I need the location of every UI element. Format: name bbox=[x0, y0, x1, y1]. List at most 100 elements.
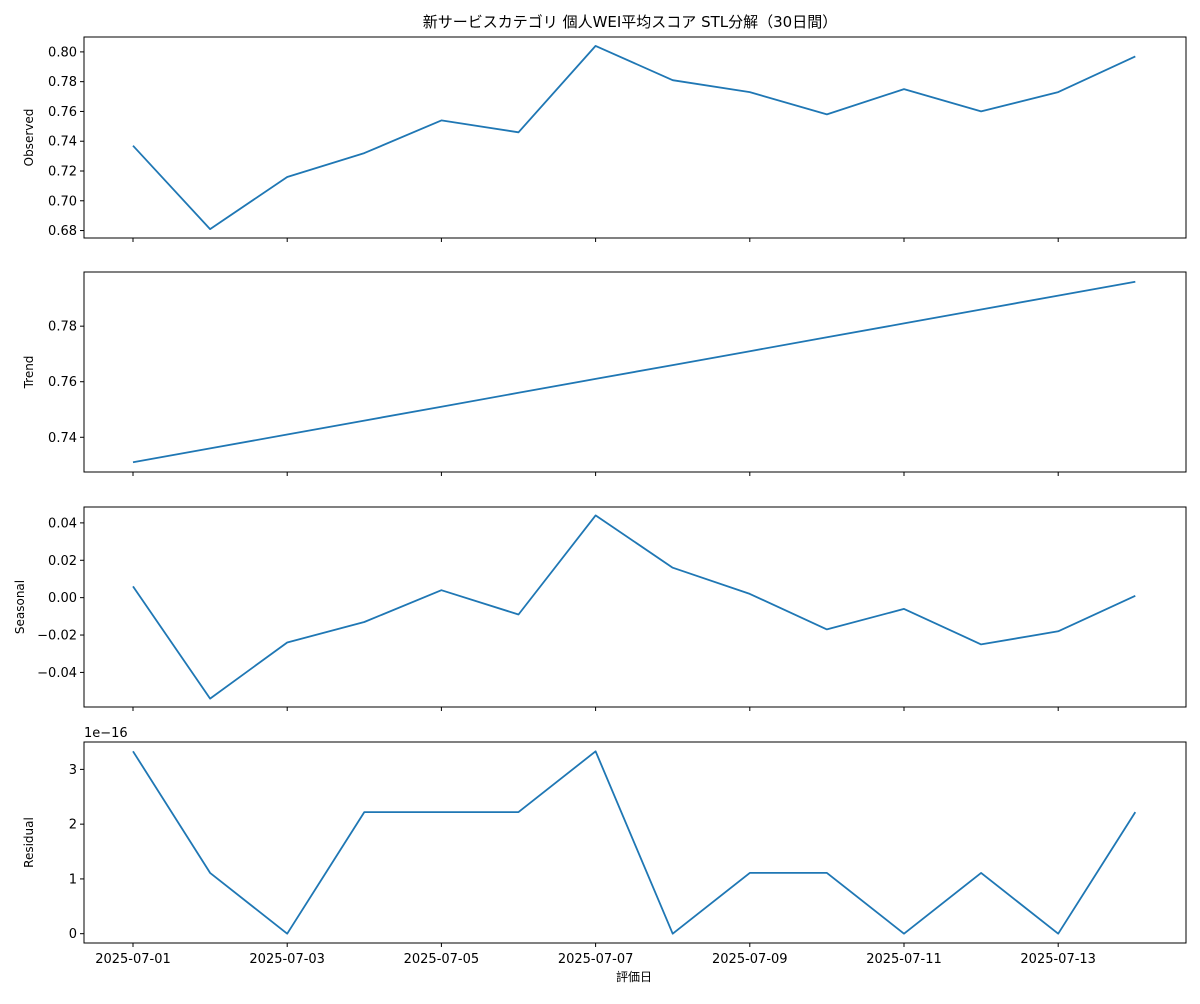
y-tick-label: 0.04 bbox=[48, 516, 77, 531]
data-point bbox=[903, 322, 905, 324]
data-point bbox=[749, 593, 751, 595]
data-point bbox=[1134, 595, 1136, 597]
data-point bbox=[440, 119, 442, 121]
data-point bbox=[1057, 630, 1059, 632]
y-tick-label: 0.78 bbox=[48, 75, 77, 90]
data-point bbox=[826, 336, 828, 338]
panel-frame bbox=[83, 506, 1187, 708]
x-tick-label: 2025-07-09 bbox=[712, 952, 788, 967]
data-point bbox=[363, 811, 365, 813]
x-tick-label: 2025-07-05 bbox=[404, 952, 480, 967]
data-point bbox=[518, 811, 520, 813]
data-point bbox=[980, 110, 982, 112]
data-point bbox=[363, 152, 365, 154]
data-point bbox=[672, 933, 674, 935]
x-axis-label: 評価日 bbox=[616, 969, 652, 984]
offset-text: 1e−16 bbox=[84, 726, 128, 741]
data-point bbox=[518, 392, 520, 394]
data-point bbox=[440, 589, 442, 591]
data-point bbox=[286, 642, 288, 644]
y-tick-label: 0.74 bbox=[48, 431, 77, 446]
y-tick-label: 0.70 bbox=[48, 194, 77, 209]
y-tick-label: 0.00 bbox=[48, 591, 77, 606]
y-tick-label: 0.78 bbox=[48, 320, 77, 335]
panel-trend: 0.74 0.76 0.78 Trend bbox=[22, 271, 1187, 476]
data-point bbox=[132, 461, 134, 463]
series-line-observed bbox=[132, 45, 1136, 231]
data-point bbox=[363, 621, 365, 623]
y-tick-label: 0.76 bbox=[48, 375, 77, 390]
data-point bbox=[209, 698, 211, 700]
data-point bbox=[749, 91, 751, 93]
y-tick-label: 2 bbox=[69, 818, 77, 833]
panel-frame bbox=[83, 271, 1187, 473]
data-point bbox=[286, 933, 288, 935]
data-point bbox=[286, 176, 288, 178]
x-tick-label: 2025-07-07 bbox=[558, 952, 634, 967]
y-tick-label: 0.68 bbox=[48, 224, 77, 239]
data-point bbox=[209, 228, 211, 230]
panel-observed: 0.68 0.70 0.72 0.74 0.76 0.78 0.80 Observed bbox=[22, 36, 1187, 242]
data-point bbox=[672, 364, 674, 366]
x-tick-label: 2025-07-11 bbox=[866, 952, 942, 967]
data-point bbox=[903, 88, 905, 90]
panel-frame bbox=[83, 741, 1187, 944]
data-point bbox=[749, 350, 751, 352]
y-tick-label: −0.02 bbox=[37, 629, 77, 644]
chart-title: 新サービスカテゴリ 個人WEI平均スコア STL分解（30日間） bbox=[423, 13, 837, 31]
y-tick-label: 0.02 bbox=[48, 554, 77, 569]
data-point bbox=[826, 872, 828, 874]
panel-residual: 0 1 2 3 Residual 1e−16 bbox=[22, 726, 1187, 947]
data-point bbox=[132, 145, 134, 147]
series-line-residual bbox=[132, 750, 1137, 935]
data-point bbox=[440, 406, 442, 408]
data-point bbox=[209, 447, 211, 449]
y-tick-label: −0.04 bbox=[37, 666, 77, 681]
y-tick-label: 1 bbox=[69, 872, 77, 887]
data-point bbox=[595, 750, 597, 752]
data-point bbox=[826, 113, 828, 115]
data-point bbox=[980, 643, 982, 645]
data-point bbox=[440, 811, 442, 813]
data-point bbox=[826, 628, 828, 630]
data-point bbox=[903, 608, 905, 610]
data-point bbox=[595, 378, 597, 380]
data-point bbox=[209, 872, 211, 874]
y-axis-label: Observed bbox=[22, 109, 36, 167]
series-line-seasonal bbox=[132, 514, 1136, 700]
data-point bbox=[1057, 295, 1059, 297]
y-tick-label: 0.76 bbox=[48, 105, 77, 120]
panel-frame bbox=[83, 36, 1187, 239]
data-point bbox=[749, 872, 751, 874]
data-point bbox=[363, 420, 365, 422]
data-point bbox=[595, 514, 597, 516]
data-point bbox=[980, 309, 982, 311]
y-axis-label: Trend bbox=[22, 356, 36, 390]
data-point bbox=[518, 131, 520, 133]
data-point bbox=[1134, 811, 1136, 813]
x-tick-label: 2025-07-01 bbox=[95, 952, 171, 967]
data-point bbox=[672, 567, 674, 569]
data-point bbox=[518, 613, 520, 615]
data-point bbox=[980, 872, 982, 874]
y-tick-label: 0.80 bbox=[48, 45, 77, 60]
series-line-trend bbox=[132, 280, 1136, 464]
data-point bbox=[132, 585, 134, 587]
data-point bbox=[132, 750, 134, 752]
panels-group: 0.68 0.70 0.72 0.74 0.76 0.78 0.80 Observed 0.74… bbox=[13, 36, 1187, 967]
data-point bbox=[672, 79, 674, 81]
data-point bbox=[1057, 933, 1059, 935]
data-point bbox=[903, 933, 905, 935]
y-tick-label: 0.74 bbox=[48, 135, 77, 150]
data-point bbox=[595, 45, 597, 47]
y-axis-label: Seasonal bbox=[13, 580, 27, 634]
data-point bbox=[1134, 55, 1136, 57]
data-point bbox=[286, 434, 288, 436]
y-tick-label: 0.72 bbox=[48, 165, 77, 180]
panel-seasonal: −0.04 −0.02 0.00 0.02 0.04 Seasonal bbox=[13, 506, 1187, 711]
data-point bbox=[1057, 91, 1059, 93]
y-tick-label: 0 bbox=[69, 927, 77, 942]
y-tick-label: 3 bbox=[69, 763, 77, 778]
